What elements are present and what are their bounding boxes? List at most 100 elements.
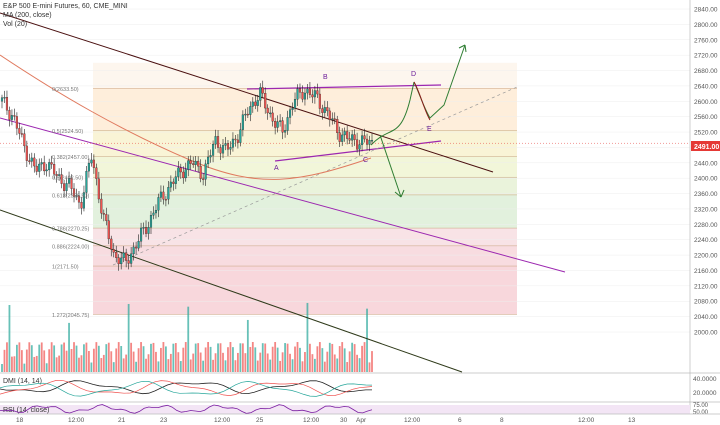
vol-legend: Vol (20) [3, 21, 27, 28]
price-tick-label: 2240.00 [694, 237, 718, 244]
volume-bar [53, 345, 56, 372]
candle-body [189, 160, 192, 164]
volume-bar [105, 344, 108, 372]
candle-body [5, 97, 9, 111]
volume-bar [125, 354, 128, 372]
time-axis[interactable]: 18 12:00 21 23 12:00 25 12:00 30 Apr 12:00 6 8 12:00… [16, 417, 636, 424]
fib-level-label: 1.272(2045.75) [52, 313, 89, 319]
volume-bar [204, 347, 207, 372]
candle-body [8, 110, 11, 120]
candle-body [291, 108, 294, 110]
price-tick-label: 2560.00 [694, 114, 718, 121]
volume-bar [321, 348, 324, 372]
candle-body [212, 144, 215, 156]
volume-bar [157, 361, 160, 372]
candle-body [20, 133, 23, 135]
pattern-label-e: E [427, 126, 432, 133]
candle-body [135, 246, 138, 249]
pattern-label-b: B [323, 74, 328, 81]
candle-body [194, 160, 197, 165]
volume-bar [328, 342, 331, 372]
candle-body [169, 181, 172, 188]
candle-body [127, 260, 130, 264]
volume-bar [356, 354, 359, 372]
price-axis[interactable]: 2840.00 2800.00 2760.00 2720.00 2680.00 2640.… [694, 7, 718, 337]
projection-path-up [370, 81, 415, 146]
volume-bar [85, 342, 88, 372]
volume-bar [58, 355, 61, 372]
volume-bar [15, 344, 18, 372]
candle-body [132, 246, 135, 255]
volume-bar [55, 357, 58, 372]
candle-body [229, 147, 232, 150]
candle-body [356, 139, 359, 150]
candle-body [204, 163, 207, 180]
volume-bar [65, 350, 68, 372]
candle-body [43, 162, 46, 172]
candle-body [60, 174, 63, 184]
candle-body [286, 117, 289, 131]
time-tick-label: 30 [340, 417, 348, 424]
candle-body [72, 188, 76, 197]
candle-body [177, 167, 180, 177]
volume-bar [6, 342, 8, 372]
volume-bar [214, 353, 217, 372]
volume-bar [20, 350, 23, 372]
volume-bar [110, 351, 113, 372]
candle-body [90, 159, 93, 164]
candle-body [276, 121, 279, 128]
candle-body [363, 135, 366, 140]
price-tick-label: 2760.00 [694, 37, 718, 44]
price-tick-label: 2680.00 [694, 68, 718, 75]
candle-body [159, 191, 162, 198]
volume-bar [304, 351, 306, 372]
volume-bar [271, 346, 274, 372]
volume-bar [353, 344, 356, 372]
candle-body [179, 167, 182, 173]
candle-body [298, 88, 302, 93]
candle-body [10, 115, 13, 120]
candle-body [147, 227, 150, 234]
volume-bar [222, 352, 224, 372]
volume-bar [194, 343, 197, 372]
candle-body [216, 136, 220, 148]
volume-bar [97, 345, 100, 372]
volume-bar [60, 344, 63, 372]
candle-body [251, 101, 254, 107]
candle-body [100, 198, 103, 214]
candle-body [318, 93, 321, 109]
volume-bar [115, 348, 118, 372]
price-axis-bg [690, 0, 720, 425]
volume-bar [197, 343, 200, 372]
candle-body [65, 183, 68, 191]
volume-bar [299, 347, 301, 372]
candle-body [149, 215, 153, 228]
candle-body [120, 257, 123, 265]
candle-body [50, 162, 53, 165]
volume-bar [229, 342, 232, 372]
candle-body [306, 88, 309, 94]
volume-bar [199, 352, 202, 372]
candle-body [82, 192, 85, 209]
volume-bar [164, 346, 167, 372]
moving-average-line [0, 54, 372, 180]
candle-body [311, 94, 314, 98]
volume-bar [30, 345, 33, 372]
volume-bar [224, 360, 227, 372]
volume-bar [112, 362, 115, 372]
volume-bar [43, 350, 46, 372]
candle-body [110, 238, 113, 250]
dmi-plus-line [0, 380, 373, 397]
pattern-label-d: D [411, 71, 416, 78]
candle-body [236, 139, 239, 143]
price-tick-label: 2200.00 [694, 253, 718, 260]
candle-body [279, 120, 282, 122]
volume-bar [120, 346, 123, 372]
volume-bar [150, 343, 152, 372]
volume-bar [33, 356, 36, 372]
volume-bar [254, 347, 257, 372]
rsi-tick-50: 50.00 [693, 410, 709, 416]
volume-bar [323, 361, 326, 372]
rsi-tick-75: 75.00 [693, 403, 709, 409]
